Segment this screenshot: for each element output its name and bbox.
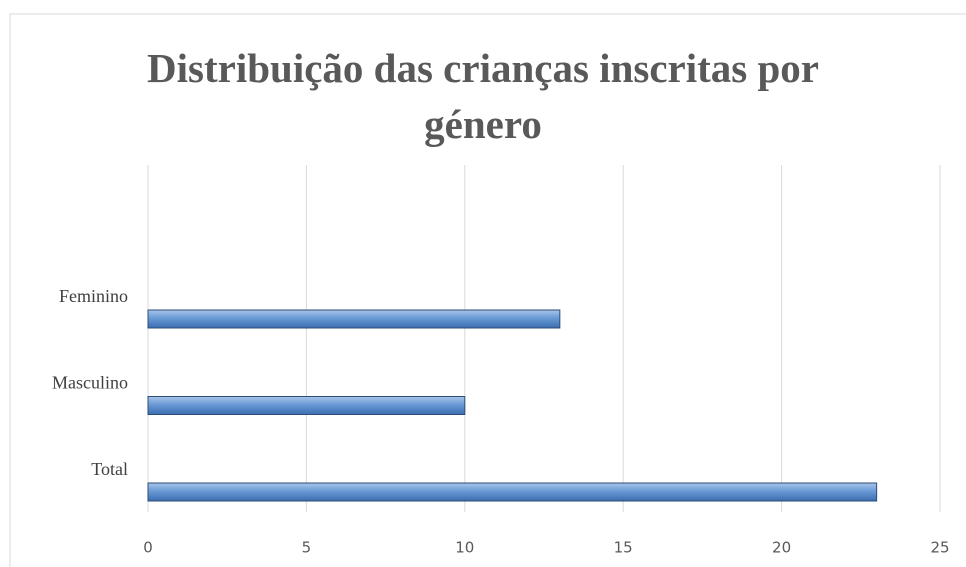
x-tick-label: 5 [302, 539, 312, 557]
x-tick-label: 10 [455, 539, 474, 557]
chart-title: Distribuição das crianças inscritas por … [147, 45, 819, 147]
x-tick-label: 0 [143, 539, 153, 557]
x-tick-label: 15 [614, 539, 633, 557]
chart-border [9, 13, 966, 567]
y-tick-label: Total [91, 459, 128, 479]
bar [147, 396, 466, 415]
x-tick-label: 20 [772, 539, 791, 557]
x-tick-label: 25 [930, 539, 949, 557]
bar [147, 309, 561, 329]
y-tick-label: Feminino [59, 286, 128, 306]
bar [147, 482, 878, 502]
y-tick-label: Masculino [52, 373, 128, 393]
